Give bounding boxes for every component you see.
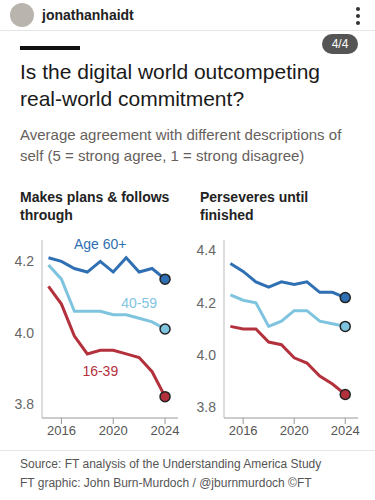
svg-text:3.8: 3.8 bbox=[15, 396, 35, 412]
svg-text:40-59: 40-59 bbox=[121, 295, 157, 311]
svg-text:3.8: 3.8 bbox=[197, 399, 217, 415]
svg-text:2020: 2020 bbox=[99, 423, 128, 438]
svg-text:2024: 2024 bbox=[151, 423, 180, 438]
svg-text:2016: 2016 bbox=[47, 423, 76, 438]
html-text:4/4: 4/4 bbox=[331, 37, 349, 51]
html-text:jonathanhaidt: jonathanhaidt bbox=[42, 7, 134, 23]
html-text:Source: FT analysis of the Und: Source: FT analysis of the Understanding… bbox=[20, 457, 322, 471]
svg-text:4.2: 4.2 bbox=[197, 295, 217, 311]
html-text:Average agreement with differe: Average agreement with different descrip… bbox=[20, 126, 342, 164]
svg-text:4.0: 4.0 bbox=[15, 325, 35, 341]
html-text:Perseveres until finished: Perseveres until finished bbox=[200, 189, 309, 223]
svg-text:4.4: 4.4 bbox=[197, 242, 217, 258]
html-text:Is the digital world outcompet: Is the digital world outcompeting real-w… bbox=[20, 60, 320, 110]
svg-text:4.2: 4.2 bbox=[15, 253, 35, 269]
svg-text:4.0: 4.0 bbox=[197, 347, 217, 363]
svg-text:2024: 2024 bbox=[331, 423, 360, 438]
svg-text:2020: 2020 bbox=[280, 423, 309, 438]
svg-text:Age 60+: Age 60+ bbox=[74, 236, 127, 252]
html-text:FT graphic: John Burn-Murdoch: FT graphic: John Burn-Murdoch / @jburnmu… bbox=[20, 476, 312, 490]
svg-text:2016: 2016 bbox=[229, 423, 258, 438]
svg-text:16-39: 16-39 bbox=[82, 363, 118, 379]
html-text:Makes plans & follows through: Makes plans & follows through bbox=[20, 189, 170, 223]
